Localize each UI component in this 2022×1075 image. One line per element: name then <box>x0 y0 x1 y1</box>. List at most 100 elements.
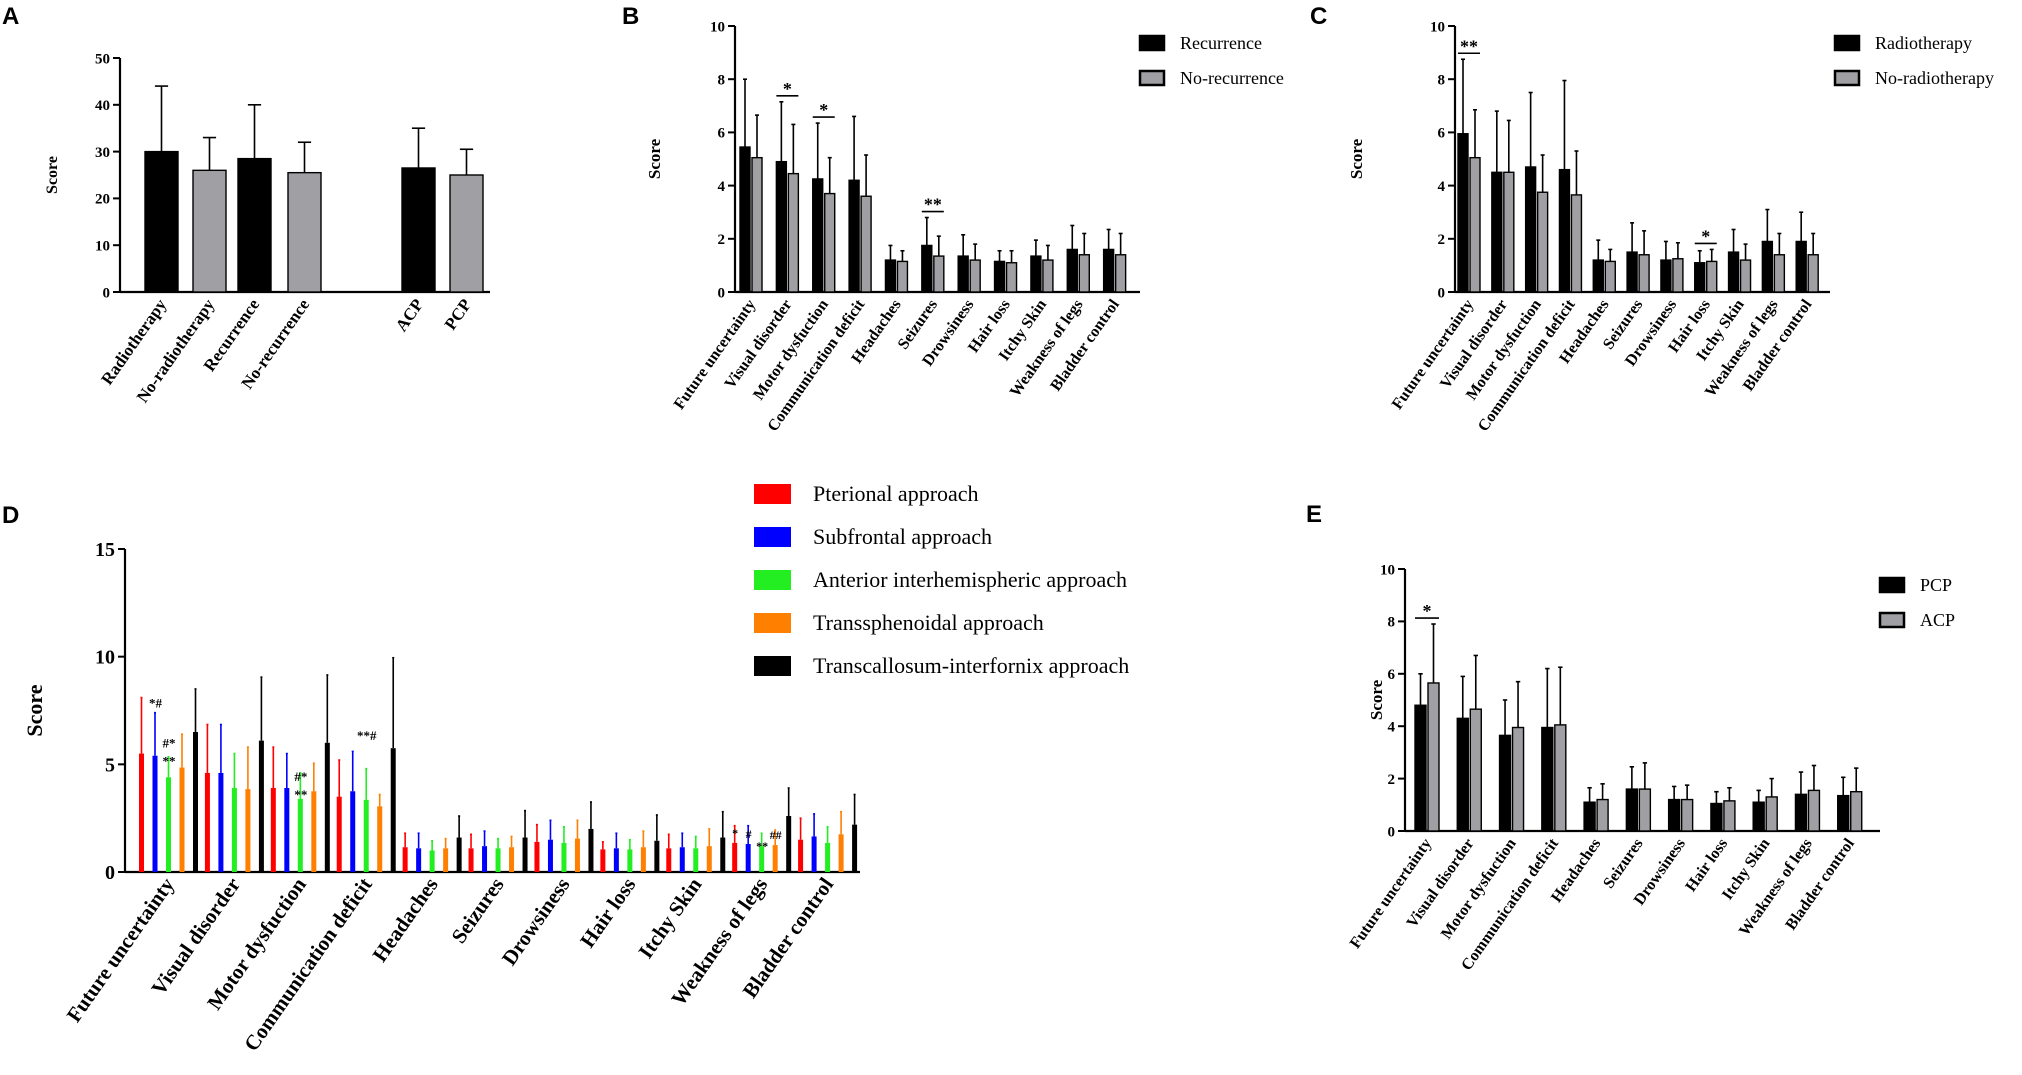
significance-marker: #* <box>163 735 176 750</box>
bar-acp <box>401 167 436 293</box>
panel-letter-b: B <box>622 3 639 30</box>
bar-acp-communication-deficit <box>1554 724 1567 832</box>
bar-pterional-approach-motor-dysfuction <box>270 788 276 872</box>
x-tick-label-seizures: Seizures <box>1600 836 1646 892</box>
y-tick-label: 40 <box>95 98 110 114</box>
significance-marker: # <box>746 827 752 841</box>
bar-subfrontal-approach-motor-dysfuction <box>284 788 290 872</box>
bar-transsphenoidal-approach-itchy-skin <box>706 846 712 872</box>
bar-no-recurrence-drowsiness <box>969 259 981 293</box>
bar-no-recurrence-communication-deficit <box>860 195 872 293</box>
y-axis-label: Score <box>22 684 47 736</box>
bar-radiotherapy-future-uncertainty <box>1457 133 1469 293</box>
y-tick-label: 6 <box>1388 667 1396 683</box>
bar-transsphenoidal-approach-drowsiness <box>574 838 580 872</box>
legend-swatch <box>1878 576 1906 594</box>
bar-pterional-approach-seizures <box>468 848 474 872</box>
bar-transcallosum-interfornix-approach-seizures <box>522 837 528 872</box>
bar-radiotherapy-drowsiness <box>1660 259 1672 293</box>
legend-label-subfrontal-approach: Subfrontal approach <box>813 524 992 549</box>
bar-radiotherapy-visual-disorder <box>1491 171 1503 293</box>
bar-recurrence-weakness-of-legs <box>1066 248 1078 293</box>
y-tick-label: 2 <box>1388 772 1396 788</box>
legend-swatch <box>754 570 791 590</box>
bar-pterional-approach-visual-disorder <box>204 772 210 872</box>
bar-anterior-interhemispheric-approach-visual-disorder <box>231 788 237 872</box>
significance-marker: * <box>1423 601 1432 621</box>
bar-no-radiotherapy-hair-loss <box>1706 260 1718 293</box>
bar-no-recurrence-bladder-control <box>1114 254 1127 293</box>
bar-pcp-motor-dysfuction <box>1498 734 1512 832</box>
legend-label-pcp: PCP <box>1920 575 1952 595</box>
significance-marker: ** <box>294 787 307 802</box>
bar-no-recurrence-visual-disorder <box>787 172 800 293</box>
y-axis-label: Score <box>1347 138 1366 179</box>
y-tick-label: 10 <box>1430 19 1445 35</box>
legend-label-acp: ACP <box>1920 610 1955 630</box>
significance-marker: ## <box>770 828 782 842</box>
bar-subfrontal-approach-communication-deficit <box>350 791 356 872</box>
bar-anterior-interhemispheric-approach-weakness-of-legs <box>759 846 765 872</box>
bar-transcallosum-interfornix-approach-future-uncertainty <box>193 732 198 872</box>
legend-swatch <box>1138 34 1166 52</box>
bar-transcallosum-interfornix-approach-motor-dysfuction <box>324 742 330 872</box>
bar-transcallosum-interfornix-approach-itchy-skin <box>720 837 726 872</box>
significance-marker: * <box>1701 226 1710 246</box>
bar-acp-drowsiness <box>1680 798 1694 832</box>
y-axis-label: Score <box>645 138 664 179</box>
y-tick-label: 0 <box>1388 824 1396 840</box>
bar-radiotherapy-bladder-control <box>1795 240 1807 293</box>
legend-swatch <box>754 527 791 547</box>
panel-letter-e: E <box>1306 501 1322 528</box>
x-tick-label-hair-loss: Hair loss <box>575 873 640 952</box>
y-tick-label: 8 <box>1388 615 1396 631</box>
bar-subfrontal-approach-hair-loss <box>613 848 619 872</box>
significance-marker: ** <box>924 195 942 215</box>
bar-pcp-itchy-skin <box>1752 801 1765 832</box>
bar-pterional-approach-bladder-control <box>798 839 804 872</box>
bar-pcp-visual-disorder <box>1456 717 1469 832</box>
bar-subfrontal-approach-seizures <box>482 846 488 872</box>
bar-transsphenoidal-approach-visual-disorder <box>245 789 251 872</box>
bar-anterior-interhemispheric-approach-bladder-control <box>825 842 831 872</box>
legend-label-recurrence: Recurrence <box>1180 33 1262 53</box>
y-tick-label: 4 <box>1438 179 1446 195</box>
x-tick-label-headaches: Headaches <box>368 873 443 966</box>
bar-no-recurrence-hair-loss <box>1005 262 1018 293</box>
bar-recurrence-drowsiness <box>957 255 969 293</box>
x-tick-label-communication-deficit: Communication deficit <box>239 873 377 1055</box>
bar-no-recurrence-motor-dysfuction <box>824 192 836 293</box>
bar-no-recurrence-seizures <box>933 255 945 293</box>
significance-marker: ** <box>1460 36 1478 56</box>
bar-anterior-interhemispheric-approach-future-uncertainty <box>166 777 171 872</box>
legend-label-no-radiotherapy: No-radiotherapy <box>1875 68 1994 88</box>
y-tick-label: 10 <box>1380 562 1395 578</box>
bar-transcallosum-interfornix-approach-hair-loss <box>654 840 660 872</box>
bar-pcp-future-uncertainty <box>1414 704 1427 832</box>
y-tick-label: 10 <box>95 647 115 669</box>
legend-label-radiotherapy: Radiotherapy <box>1875 33 1972 53</box>
y-tick-label: 4 <box>1388 719 1396 735</box>
bar-transsphenoidal-approach-seizures <box>509 847 515 872</box>
bar-subfrontal-approach-bladder-control <box>811 836 817 872</box>
bar-pterional-approach-headaches <box>402 847 408 872</box>
bar-anterior-interhemispheric-approach-headaches <box>429 850 435 872</box>
bar-no-radiotherapy-itchy-skin <box>1739 259 1752 293</box>
legend-swatch <box>754 613 791 633</box>
y-tick-label: 6 <box>1438 126 1446 142</box>
y-tick-label: 0 <box>1438 285 1446 301</box>
bar-transcallosum-interfornix-approach-weakness-of-legs <box>786 816 792 872</box>
y-tick-label: 6 <box>718 126 726 142</box>
x-tick-label-motor-dysfuction: Motor dysfuction <box>1438 835 1520 942</box>
bar-transsphenoidal-approach-future-uncertainty <box>179 767 185 872</box>
bar-radiotherapy-hair-loss <box>1694 262 1706 293</box>
bar-acp-itchy-skin <box>1765 796 1778 832</box>
x-tick-label-future-uncertainty: Future uncertainty <box>62 873 180 1027</box>
bar-transsphenoidal-approach-bladder-control <box>838 834 844 872</box>
bar-subfrontal-approach-future-uncertainty <box>152 755 158 872</box>
bar-pcp-drowsiness <box>1667 798 1681 832</box>
bar-no-radiotherapy-drowsiness <box>1672 258 1684 293</box>
legend-label-pterional-approach: Pterional approach <box>813 481 979 506</box>
bar-radiotherapy-seizures <box>1626 251 1638 293</box>
bar-no-radiotherapy-bladder-control <box>1807 254 1819 293</box>
